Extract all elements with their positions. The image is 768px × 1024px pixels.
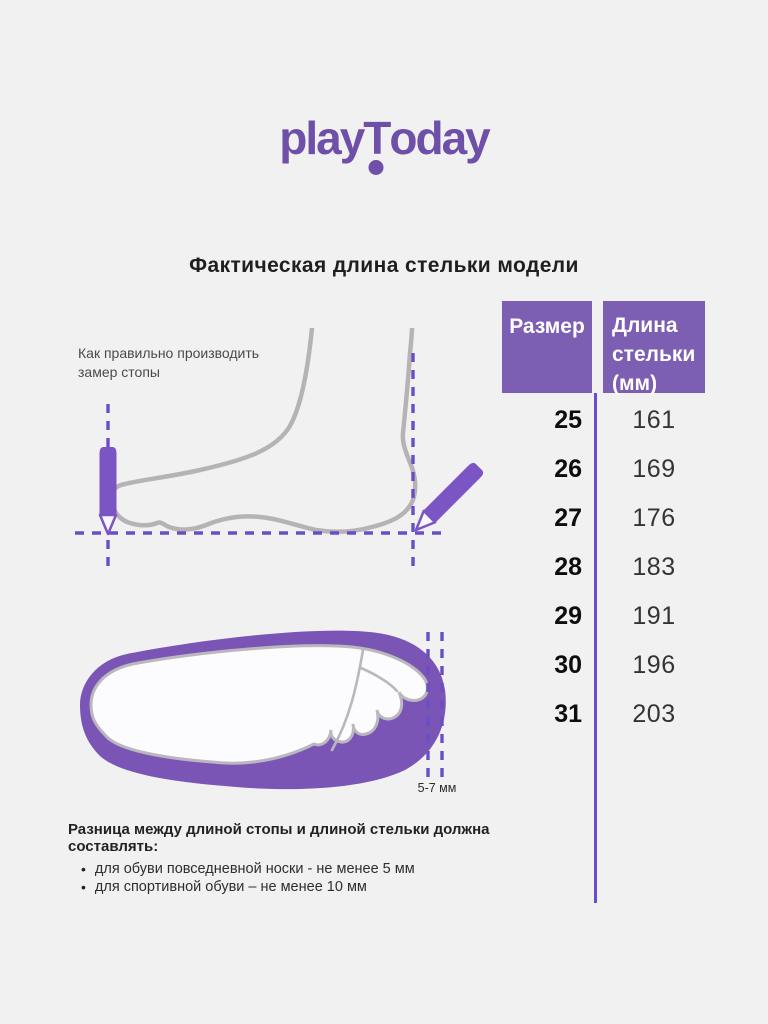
header-length-line-3: (мм) xyxy=(612,372,658,395)
insole-gap-label: 5-7 мм xyxy=(417,781,457,795)
footnote-bullet-text: для спортивной обуви – не менее 10 мм xyxy=(94,879,367,895)
table-row: 29 191 xyxy=(502,592,708,641)
header-length-line-1: Длина xyxy=(612,314,678,337)
size-cell: 25 xyxy=(554,406,582,434)
footprint-shape xyxy=(89,644,429,765)
footprint-crease xyxy=(330,648,365,752)
table-row: 26 169 xyxy=(502,445,708,494)
footnote-heading: Разница между длиной стопы и длиной стел… xyxy=(68,821,490,855)
insole-length-cell: 161 xyxy=(632,406,676,434)
table-row: 30 196 xyxy=(502,641,708,690)
measurement-instruction: Как правильно производить замер стопы xyxy=(78,344,259,382)
insole-length-cell: 176 xyxy=(632,504,676,532)
size-table-header: Размер Длина стельки (мм) xyxy=(502,301,708,395)
footnote: Разница между длиной стопы и длиной стел… xyxy=(68,821,538,896)
table-row: 28 183 xyxy=(502,543,708,592)
table-row: 27 176 xyxy=(502,494,708,543)
logo-letter-t: T xyxy=(363,112,391,164)
insole-length-cell: 203 xyxy=(632,700,676,728)
logo-text-t: T xyxy=(363,110,391,175)
footnote-bullet-text: для обуви повседневной носки - не менее … xyxy=(94,861,415,877)
logo-text-play: play xyxy=(279,112,365,164)
toe-pencil-icon xyxy=(98,447,118,536)
size-cell: 26 xyxy=(554,455,582,483)
footnote-list: • для обуви повседневной носки - не менее… xyxy=(68,860,538,896)
header-cell-size: Размер xyxy=(502,301,592,393)
logo-dot xyxy=(368,160,384,175)
instruction-line-1: Как правильно производить xyxy=(78,345,260,361)
insole-length-cell: 191 xyxy=(632,602,676,630)
size-table-rows: 25 161 26 169 27 176 28 183 29 191 30 196 31 203 xyxy=(502,396,708,739)
footnote-bullet-sport: • для спортивной обуви – не менее 10 мм xyxy=(81,878,538,896)
size-cell: 29 xyxy=(554,602,582,630)
brand-logo: playT oday xyxy=(0,110,768,175)
foot-measurement-diagram xyxy=(75,328,484,570)
header-cell-insole-length: Длина стельки (мм) xyxy=(603,301,705,395)
footnote-bullet-everyday: • для обуви повседневной носки - не менее… xyxy=(81,860,538,878)
insole-length-cell: 196 xyxy=(632,651,676,679)
size-cell: 27 xyxy=(554,504,582,532)
insole-length-cell: 183 xyxy=(632,553,676,581)
size-table: Размер Длина стельки (мм) 25 161 26 169 27 17… xyxy=(502,301,708,903)
table-column-divider xyxy=(594,393,597,903)
header-length-line-2: стельки xyxy=(612,343,696,366)
table-row: 25 161 xyxy=(502,396,708,445)
instruction-line-2: замер стопы xyxy=(78,364,160,380)
bullet-dot-icon: • xyxy=(81,879,86,895)
page-title: Фактическая длина стельки модели xyxy=(189,254,579,277)
insole-length-cell: 169 xyxy=(632,455,676,483)
insole-diagram xyxy=(80,630,446,790)
heel-pencil-icon xyxy=(414,462,484,532)
size-cell: 28 xyxy=(554,553,582,581)
foot-outline xyxy=(109,328,418,534)
size-cell: 31 xyxy=(554,700,582,728)
footprint-crease-branch xyxy=(359,666,399,693)
size-cell: 30 xyxy=(554,651,582,679)
bullet-dot-icon: • xyxy=(81,861,86,877)
logo-text-oday: oday xyxy=(389,112,490,164)
table-row: 31 203 xyxy=(502,690,708,739)
